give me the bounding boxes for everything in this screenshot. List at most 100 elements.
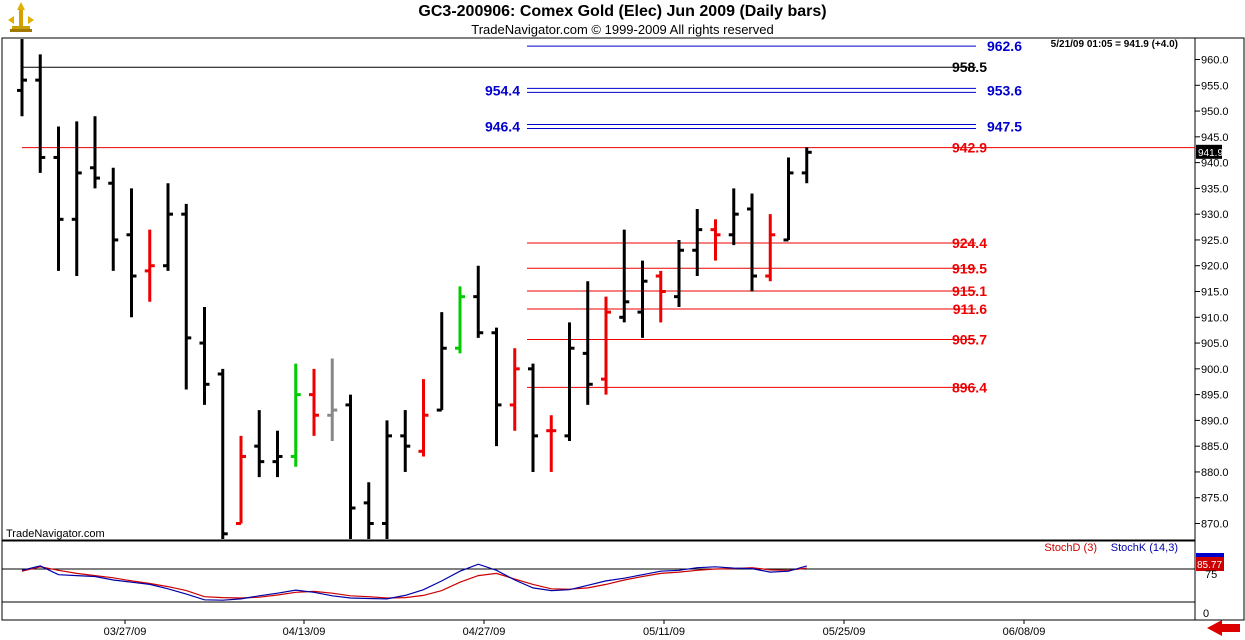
ohlc-bar (564, 322, 575, 442)
ohlc-bar (509, 348, 520, 431)
y-tick-label: 905.0 (1201, 338, 1229, 350)
oscillator-tick-label: 0 (1203, 608, 1209, 620)
ohlc-bar (382, 420, 392, 539)
level-label-right: 915.1 (952, 283, 987, 299)
stoch-k-legend: StochK (14,3) (1111, 542, 1178, 554)
level-label-right: 911.6 (953, 301, 987, 317)
ohlc-bar (53, 126, 64, 271)
ohlc-bar (163, 183, 173, 271)
y-tick-label: 895.0 (1201, 390, 1229, 402)
y-tick-label: 925.0 (1201, 235, 1229, 247)
status-text: 5/21/09 01:05 = 941.9 (+4.0) (1051, 39, 1178, 50)
stoch-k-line (21, 563, 807, 601)
ohlc-bar (272, 430, 283, 478)
ohlc-bar (436, 312, 447, 412)
ohlc-bar (655, 270, 666, 323)
ohlc-bar (601, 296, 611, 395)
stoch-d-legend: StochD (3) (1044, 542, 1097, 554)
y-tick-label: 940.0 (1201, 158, 1229, 170)
level-label-right: 942.9 (952, 140, 987, 156)
ohlc-bar (236, 435, 246, 525)
y-tick-label: 870.0 (1201, 519, 1229, 531)
y-tick-label: 930.0 (1201, 209, 1229, 221)
ohlc-bar (181, 203, 192, 390)
oscillator-tick-label: 75 (1205, 569, 1217, 581)
trade-navigator-logo-icon (8, 2, 34, 32)
x-tick-label: 04/27/09 (463, 626, 506, 638)
ohlc-bar (455, 286, 465, 354)
scroll-left-arrow-icon[interactable] (1207, 620, 1240, 636)
level-label-left: 946.4 (485, 119, 520, 135)
ohlc-bar (765, 214, 776, 282)
ohlc-bar (728, 188, 739, 246)
stoch-d-line (21, 566, 807, 599)
y-tick-label: 875.0 (1201, 493, 1229, 505)
y-tick-label: 880.0 (1201, 467, 1229, 479)
ohlc-bar (309, 368, 319, 436)
x-tick-label: 06/08/09 (1003, 626, 1046, 638)
last-price-box (1196, 144, 1222, 159)
ohlc-bar (217, 368, 228, 539)
level-label-right: 953.6 (987, 82, 1022, 98)
stoch-value-box (1196, 557, 1224, 571)
y-tick-label: 920.0 (1201, 261, 1229, 273)
x-tick-label: 03/27/09 (104, 626, 147, 638)
ohlc-bar (144, 229, 155, 302)
level-label-left: 954.4 (485, 82, 520, 98)
level-label-right: 896.4 (952, 379, 987, 395)
ohlc-bar (108, 167, 119, 271)
y-tick-label: 950.0 (1201, 106, 1229, 118)
x-tick-label: 05/11/09 (643, 626, 685, 638)
y-tick-label: 890.0 (1201, 415, 1229, 427)
price-plot-frame (1, 37, 1196, 541)
ohlc-bar (747, 193, 757, 292)
ohlc-bar (199, 306, 210, 405)
level-label-right: 962.6 (987, 38, 1022, 54)
ohlc-bar (17, 39, 27, 117)
ohlc-bar (473, 265, 484, 338)
y-tick-label: 900.0 (1201, 364, 1229, 376)
oscillator-plot-frame (1, 540, 1196, 621)
y-tick-label: 910.0 (1201, 312, 1229, 324)
ohlc-bar (637, 260, 648, 338)
ohlc-bar (674, 239, 684, 307)
ohlc-bar (126, 188, 137, 318)
y-tick-label: 915.0 (1201, 287, 1229, 299)
ohlc-bar (528, 363, 538, 472)
ohlc-bar (327, 358, 338, 442)
y-tick-label: 885.0 (1201, 441, 1229, 453)
ohlc-bar (619, 229, 630, 323)
ohlc-bar (400, 410, 411, 472)
y-tick-label: 945.0 (1201, 132, 1229, 144)
x-tick-label: 04/13/09 (283, 626, 326, 638)
y-tick-label: 935.0 (1201, 183, 1229, 195)
y-tick-label: 960.0 (1201, 55, 1229, 67)
ohlc-bar (692, 209, 703, 277)
copyright-text: TradeNavigator.com © 1999-2009 All right… (471, 22, 774, 37)
level-label-right: 919.5 (952, 260, 987, 276)
ohlc-bar (290, 363, 301, 467)
ohlc-bar (90, 116, 100, 189)
ohlc-bar (710, 219, 721, 261)
ohlc-bar (418, 379, 429, 457)
ohlc-bar (491, 327, 502, 447)
chart-header: GC3-200906: Comex Gold (Elec) Jun 2009 (… (0, 0, 1245, 38)
y-tick-label: 955.0 (1201, 80, 1229, 92)
ohlc-bar (345, 394, 356, 539)
last-price-label: 941.9 (1198, 148, 1223, 159)
y-axis-frame (1194, 37, 1245, 621)
ohlc-bar (546, 415, 557, 472)
ohlc-bar (783, 157, 794, 242)
ohlc-bar (71, 121, 82, 277)
stoch-value-label: 85.77 (1197, 560, 1222, 571)
stoch-k-marker (1196, 553, 1224, 558)
level-label-right: 924.4 (952, 235, 987, 251)
level-label-right: 947.5 (987, 119, 1022, 135)
ohlc-bar (582, 281, 593, 405)
ohlc-bar (801, 147, 812, 184)
ohlc-bar (363, 482, 374, 539)
level-label-right: 905.7 (952, 331, 987, 347)
chart-title: GC3-200906: Comex Gold (Elec) Jun 2009 (… (418, 3, 827, 20)
watermark-text: TradeNavigator.com (6, 528, 105, 540)
